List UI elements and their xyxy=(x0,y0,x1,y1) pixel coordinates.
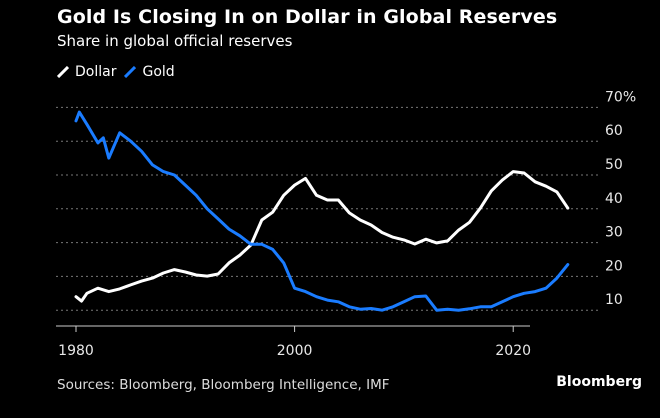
x-tick-label: 2020 xyxy=(495,343,531,359)
y-tick-label: 50 xyxy=(605,157,623,173)
legend: Dollar Gold xyxy=(57,64,183,80)
legend-item-gold: Gold xyxy=(124,64,175,80)
legend-label-gold: Gold xyxy=(142,64,175,80)
chart-subtitle: Share in global official reserves xyxy=(57,32,293,50)
legend-swatch-dollar xyxy=(57,66,69,78)
x-axis-ticks: 1980 2000 2020 xyxy=(58,326,531,359)
series-line-dollar xyxy=(74,170,570,303)
legend-swatch-gold xyxy=(124,66,137,78)
source-note: Sources: Bloomberg, Bloomberg Intelligen… xyxy=(57,377,390,393)
legend-label-dollar: Dollar xyxy=(75,64,117,80)
y-tick-label: 40 xyxy=(605,191,623,207)
bloomberg-logo: Bloomberg xyxy=(556,374,642,390)
chart-title: Gold Is Closing In on Dollar in Global R… xyxy=(57,6,558,28)
gridlines xyxy=(56,106,600,311)
y-axis-labels: 10 20 30 40 50 60 70% xyxy=(605,89,636,308)
series-line-gold xyxy=(74,110,570,312)
legend-item-dollar: Dollar xyxy=(57,64,116,80)
y-tick-label: 60 xyxy=(605,123,623,139)
y-tick-label: 30 xyxy=(605,225,623,241)
y-tick-label: 20 xyxy=(605,258,623,274)
y-tick-label: 70% xyxy=(605,89,636,105)
x-tick-label: 2000 xyxy=(277,343,313,359)
y-tick-label: 10 xyxy=(605,292,623,308)
x-tick-label: 1980 xyxy=(58,343,94,359)
series-lines xyxy=(74,110,570,312)
